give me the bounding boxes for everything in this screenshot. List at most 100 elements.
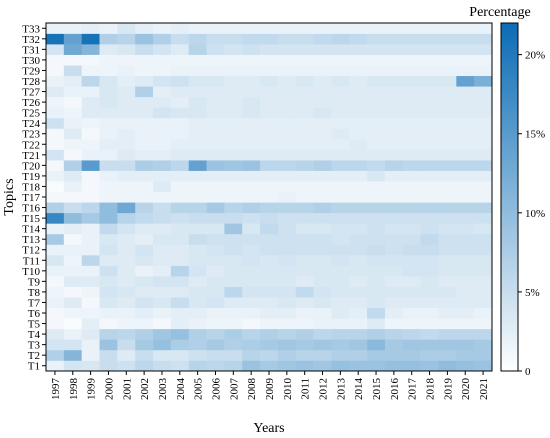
heatmap-cell-T27-2015 [367, 86, 386, 98]
heatmap-cell-T32-1998 [63, 33, 82, 45]
heatmap-cell-T4-2005 [188, 328, 207, 340]
heatmap-cell-T15-2005 [188, 212, 207, 224]
heatmap-cell-T24-2015 [367, 117, 386, 129]
heatmap-cell-T2-2020 [456, 349, 475, 361]
heatmap-cell-T1-2008 [242, 360, 261, 372]
heatmap-cell-T2-2005 [188, 349, 207, 361]
heatmap-cell-T13-2006 [206, 233, 225, 245]
heatmap-cell-T6-2003 [153, 307, 172, 319]
heatmap-cell-T13-2008 [242, 233, 261, 245]
heatmap-cell-T4-2002 [135, 328, 154, 340]
heatmap-cell-T5-2003 [153, 318, 172, 330]
heatmap-cell-T11-2013 [331, 255, 350, 266]
heatmap-cell-T32-2015 [367, 33, 386, 45]
heatmap-cell-T33-2012 [313, 23, 332, 34]
heatmap-cell-T24-2019 [438, 117, 457, 129]
x-tick-label: 1997 [50, 378, 62, 401]
heatmap-cell-T10-2019 [438, 265, 457, 277]
heatmap-cell-T21-2012 [313, 149, 332, 161]
heatmap-cell-T4-2015 [367, 328, 386, 340]
heatmap-cell-T25-2014 [349, 107, 368, 119]
x-tick-label: 2016 [389, 378, 401, 401]
heatmap-cell-T20-2021 [474, 160, 493, 171]
heatmap-cell-T7-2013 [331, 297, 350, 309]
heatmap-cell-T33-2006 [206, 23, 225, 34]
heatmap-cell-T2-2003 [153, 349, 172, 361]
heatmap-cell-T13-2019 [438, 233, 457, 245]
heatmap-cell-T7-2004 [170, 297, 190, 309]
heatmap-cell-T31-2012 [313, 44, 332, 55]
heatmap-cell-T9-2005 [188, 276, 207, 287]
heatmap-cell-T12-2003 [153, 244, 172, 256]
heatmap-cell-T15-2008 [242, 212, 261, 224]
heatmap-cell-T20-2020 [456, 160, 475, 171]
heatmap-cell-T28-2017 [402, 75, 421, 87]
heatmap-cell-T3-1997 [46, 339, 65, 351]
heatmap-cell-T17-2019 [438, 191, 457, 203]
heatmap-cell-T11-2004 [170, 255, 190, 266]
heatmap-cell-T6-2006 [206, 307, 225, 319]
heatmap-cell-T24-1998 [63, 117, 82, 129]
heatmap-cell-T19-2008 [242, 170, 261, 182]
heatmap-cell-T28-2004 [170, 75, 190, 87]
heatmap-cell-T22-2003 [153, 139, 172, 150]
heatmap-cell-T16-2005 [188, 202, 207, 214]
heatmap-cell-T30-2006 [206, 54, 225, 66]
heatmap-cell-T1-1997 [46, 360, 65, 372]
heatmap-cell-T1-2013 [331, 360, 350, 372]
heatmap-cell-T8-2013 [331, 286, 350, 298]
heatmap-cell-T32-2011 [295, 33, 314, 45]
heatmap-cell-T20-2017 [402, 160, 421, 171]
heatmap-cell-T13-2020 [456, 233, 475, 245]
heatmap-cell-T18-2021 [474, 181, 493, 193]
heatmap-cell-T2-2021 [474, 349, 493, 361]
y-tick-label: T30 [22, 55, 40, 67]
heatmap-cell-T16-2006 [206, 202, 225, 214]
heatmap-cell-T31-2016 [384, 44, 404, 55]
heatmap-cell-T11-2021 [474, 255, 493, 266]
heatmap-cell-T16-2011 [295, 202, 314, 214]
x-tick-label: 2011 [300, 378, 312, 400]
y-tick-label: T17 [22, 192, 40, 204]
heatmap-cell-T6-2012 [313, 307, 332, 319]
x-tick-label: 2020 [460, 378, 472, 401]
heatmap-cell-T20-1997 [46, 160, 65, 171]
heatmap-cell-T5-1999 [81, 318, 100, 330]
heatmap-cell-T4-2010 [277, 328, 297, 340]
heatmap-cell-T20-2001 [117, 160, 136, 171]
heatmap-cell-T27-2011 [295, 86, 314, 98]
heatmap-cell-T19-2012 [313, 170, 332, 182]
heatmap-cell-T16-2004 [170, 202, 190, 214]
heatmap-cell-T30-2018 [420, 54, 439, 66]
heatmap-cell-T10-1999 [81, 265, 100, 277]
heatmap-cell-T20-2018 [420, 160, 439, 171]
x-tick-label: 2005 [193, 378, 205, 401]
heatmap-cell-T14-2019 [438, 223, 457, 235]
heatmap-cell-T20-2014 [349, 160, 368, 171]
heatmap-cell-T19-2002 [135, 170, 154, 182]
heatmap-cell-T16-2015 [367, 202, 386, 214]
heatmap-cell-T1-2002 [135, 360, 154, 372]
heatmap-cell-T11-2017 [402, 255, 421, 266]
heatmap-cell-T8-2017 [402, 286, 421, 298]
heatmap-cell-T16-2009 [260, 202, 279, 214]
heatmap-cell-T6-1998 [63, 307, 82, 319]
heatmap-cell-T30-2013 [331, 54, 350, 66]
y-tick-label: T19 [22, 171, 40, 183]
heatmap-cell-T11-2018 [420, 255, 439, 266]
heatmap-cell-T24-2001 [117, 117, 136, 129]
heatmap-cell-T7-2017 [402, 297, 421, 309]
heatmap-cell-T9-2007 [224, 276, 243, 287]
heatmap-cell-T27-2014 [349, 86, 368, 98]
heatmap-cell-T28-2020 [456, 75, 475, 87]
heatmap-cell-T28-2014 [349, 75, 368, 87]
heatmap-cell-T18-2002 [135, 181, 154, 193]
heatmap-cell-T10-2001 [117, 265, 136, 277]
y-tick-label: T1 [28, 361, 40, 373]
heatmap-cell-T9-1998 [63, 276, 82, 287]
heatmap-cell-T27-2000 [99, 86, 118, 98]
heatmap-cell-T32-2006 [206, 33, 225, 45]
heatmap-cell-T21-2015 [367, 149, 386, 161]
heatmap-cell-T4-2018 [420, 328, 439, 340]
heatmap-cell-T33-2011 [295, 23, 314, 34]
